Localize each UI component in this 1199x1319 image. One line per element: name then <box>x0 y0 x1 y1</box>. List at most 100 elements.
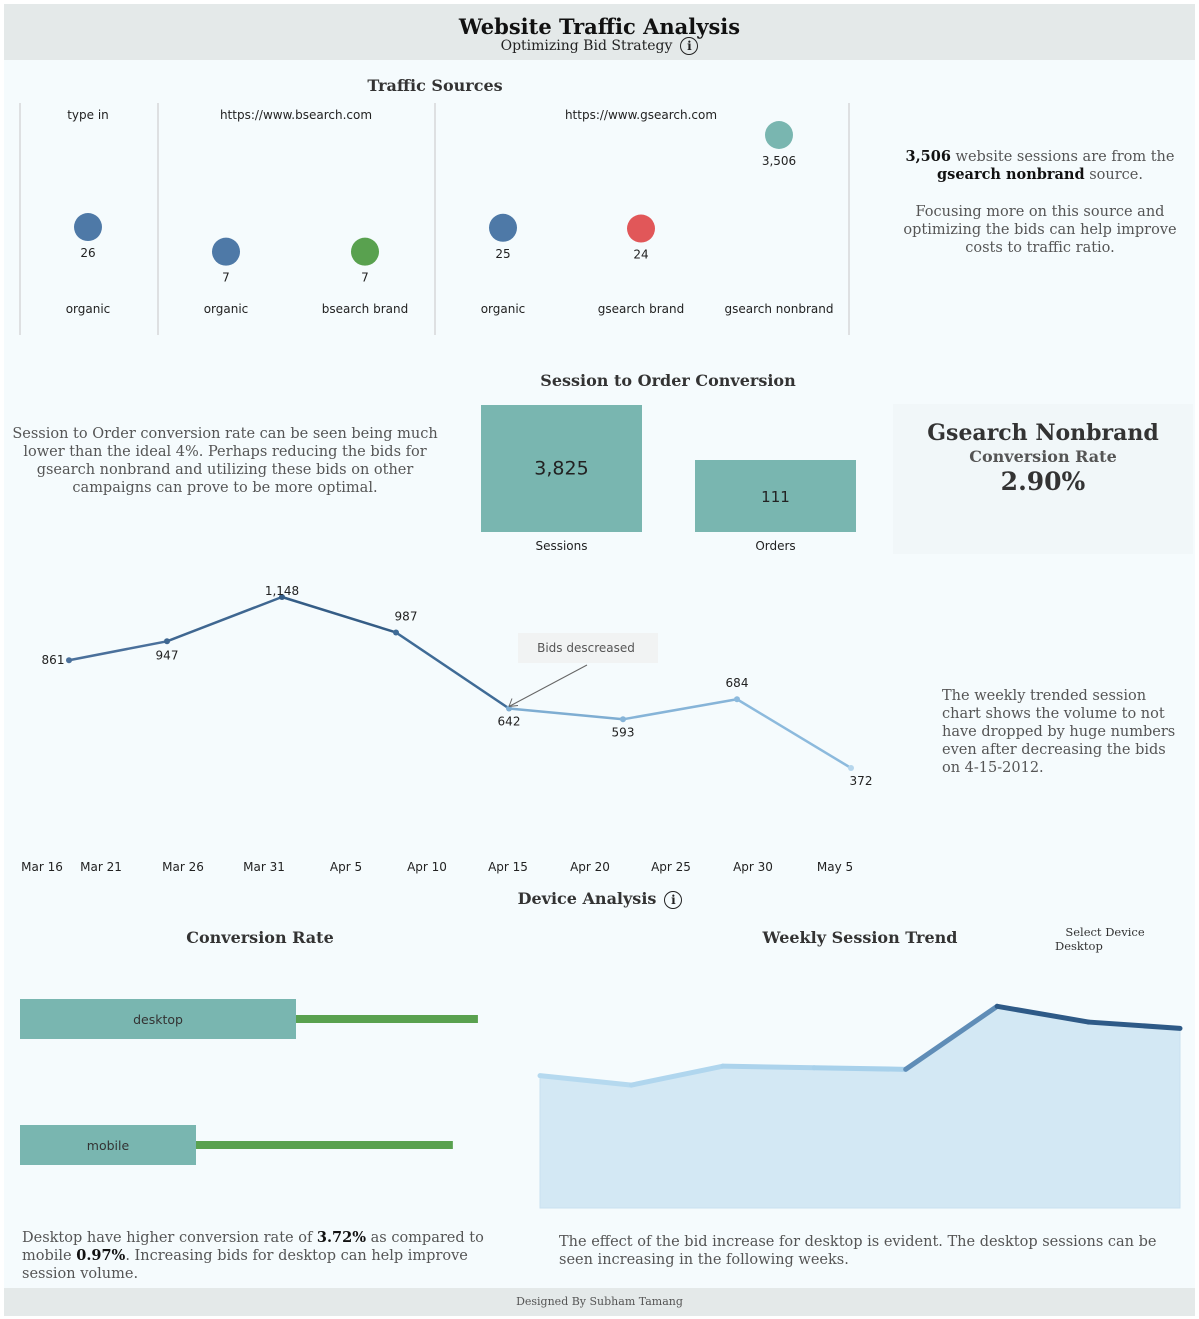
trend-line-segment <box>166 595 283 643</box>
traffic-dot <box>74 213 102 242</box>
kpi-card: Gsearch Nonbrand Conversion Rate 2.90% <box>893 404 1193 554</box>
bar-category-label: Sessions <box>535 539 587 553</box>
trend-point <box>848 765 854 771</box>
conversion-title: Session to Order Conversion <box>540 371 796 390</box>
device-weekly-chart <box>537 1003 1183 1209</box>
weekly-trend-narrative: The weekly trended session chart shows t… <box>942 688 1176 776</box>
area-line-segment <box>537 1073 634 1088</box>
dashboard-title: Website Traffic Analysis <box>458 14 741 39</box>
trend-point <box>506 705 512 712</box>
kpi-subtitle: Conversion Rate <box>969 447 1117 466</box>
info-icon[interactable]: i <box>664 890 683 909</box>
device-selector-value[interactable]: Desktop <box>1055 939 1103 953</box>
dot-value-label: 24 <box>633 248 648 262</box>
kpi-title: Gsearch Nonbrand <box>927 420 1159 446</box>
campaign-label: organic <box>481 302 526 316</box>
dot-value-label: 7 <box>222 271 230 285</box>
traffic-sources-title: Traffic Sources <box>367 76 503 95</box>
device-analysis-label: Device Analysis <box>517 889 657 908</box>
insight-text-end: source. <box>1089 167 1143 183</box>
device-selector-label: Select Device <box>1065 925 1145 939</box>
weekly-session-trend-title: Weekly Session Trend <box>762 928 958 947</box>
traffic-dot <box>212 237 240 266</box>
device-bar <box>20 1125 196 1165</box>
dot-value-label: 26 <box>80 246 95 260</box>
trend-value-label: 642 <box>498 715 521 729</box>
dashboard-header: Website Traffic Analysis Optimizing Bid … <box>4 4 1195 60</box>
traffic-dot <box>489 213 517 242</box>
area-line-segment <box>994 1003 1092 1025</box>
trend-point <box>393 629 399 636</box>
conversion-bar <box>695 460 856 532</box>
trend-value-label: 947 <box>156 648 179 662</box>
kpi-value: 2.90% <box>1000 467 1086 496</box>
device-reference-bar <box>296 1015 478 1023</box>
campaign-label: gsearch brand <box>598 302 684 316</box>
annotation-arrow <box>508 664 588 707</box>
dot-value-label: 3,506 <box>762 154 796 168</box>
annotation-text: Bids descreased <box>537 641 635 655</box>
session-order-chart: 3,825 Sessions 111 Orders <box>481 405 856 553</box>
desktop-rate-value: 3.72% <box>316 1229 367 1246</box>
x-tick-label: Mar 16 <box>21 860 63 874</box>
trend-line-segment <box>281 595 397 634</box>
area-line-segment <box>720 1063 817 1071</box>
trend-value-label: 987 <box>395 609 418 623</box>
weekly-sessions-chart: 861 947 1,148 987 642 593 684 372 Bids descrease… <box>21 584 873 874</box>
x-tick-label: Apr 30 <box>733 860 773 874</box>
insight-recommendation: Focusing more on this source and optimiz… <box>903 204 1177 256</box>
trend-value-label: 861 <box>42 653 65 667</box>
device-narr-2: as compared to mobile <box>22 1230 484 1264</box>
device-bar-label: mobile <box>87 1138 130 1153</box>
source-header: https://www.gsearch.com <box>565 108 717 122</box>
device-bar-label: desktop <box>133 1012 183 1027</box>
info-icon[interactable]: i <box>680 37 699 55</box>
dashboard-subtitle: Optimizing Bid Strategy i <box>4 37 1195 55</box>
conversion-narrative: Session to Order conversion rate can be … <box>12 426 438 496</box>
traffic-sources-chart: type in 26 organic https://www.bsearch.com 7… <box>19 103 850 335</box>
trend-value-label: 1,148 <box>265 584 299 598</box>
device-narr-3: . Increasing bids for desktop can help i… <box>22 1248 468 1282</box>
traffic-dot <box>351 237 379 266</box>
conversion-bar <box>481 405 642 532</box>
trend-point <box>734 696 740 703</box>
x-tick-label: Mar 31 <box>243 860 285 874</box>
device-selector[interactable]: Select Device Desktop <box>1040 925 1170 953</box>
campaign-label: bsearch brand <box>322 302 408 316</box>
device-conversion-chart: desktop mobile <box>20 999 478 1165</box>
bar-value-label: 3,825 <box>534 458 588 480</box>
device-conv-narrative: Desktop have higher conversion rate of 3… <box>22 1229 512 1283</box>
x-tick-label: Mar 21 <box>80 860 122 874</box>
annotation-box <box>518 633 658 663</box>
insight-text: website sessions are from the <box>955 149 1175 165</box>
campaign-label: gsearch nonbrand <box>725 302 834 316</box>
x-tick-label: Apr 25 <box>651 860 691 874</box>
insight-sessions-value: 3,506 <box>905 148 951 165</box>
trend-line-segment <box>736 698 852 770</box>
trend-line-segment <box>395 631 510 710</box>
campaign-label: organic <box>204 302 249 316</box>
trend-value-label: 372 <box>850 774 873 788</box>
mobile-rate-value: 0.97% <box>76 1247 126 1264</box>
trend-value-label: 684 <box>726 676 749 690</box>
trend-line-segment <box>68 640 168 662</box>
trend-value-label: 593 <box>612 725 635 739</box>
conv-rate-title: Conversion Rate <box>186 928 334 947</box>
annotation-arrowhead <box>508 698 519 707</box>
dot-value-label: 25 <box>495 247 510 261</box>
x-tick-label: Apr 15 <box>488 860 528 874</box>
trend-line-segment <box>508 707 624 721</box>
area-line-segment <box>903 1003 1000 1072</box>
traffic-dot <box>765 121 793 149</box>
x-tick-label: Apr 10 <box>407 860 447 874</box>
trend-line-segment <box>622 698 738 721</box>
device-narr-1: Desktop have higher conversion rate of <box>22 1230 313 1246</box>
trend-point <box>66 657 72 664</box>
device-trend-narrative: The effect of the bid increase for deskt… <box>559 1234 1157 1268</box>
traffic-dot <box>627 214 655 243</box>
traffic-insight: 3,506 website sessions are from the gsea… <box>895 148 1185 257</box>
trend-point <box>279 594 285 600</box>
bar-value-label: 111 <box>761 488 790 506</box>
area-line-segment <box>1086 1019 1183 1031</box>
dot-value-label: 7 <box>361 271 369 285</box>
